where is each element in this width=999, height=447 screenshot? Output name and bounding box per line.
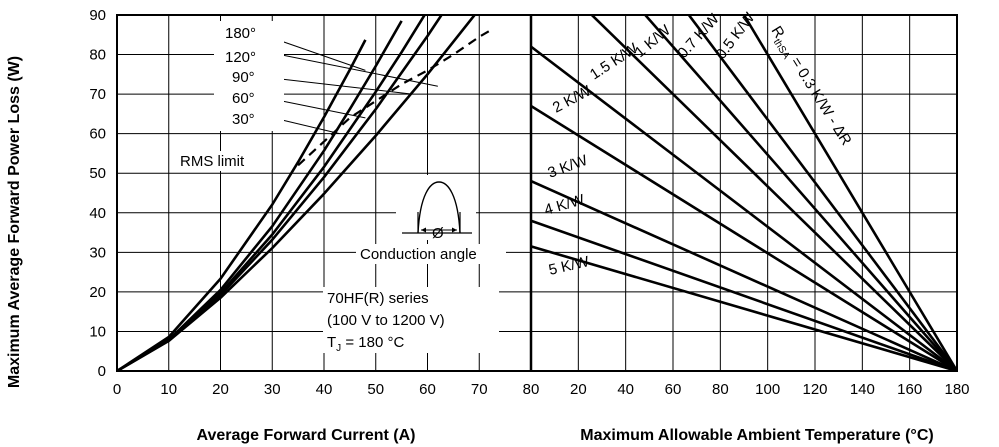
right-x-tick-labels: 20 40 60 80 100 120 140 160 180 [570,381,970,398]
y-axis-title: Maximum Average Forward Power Loss (W) [6,56,23,388]
y-tick-labels: 0 10 20 30 40 50 60 70 80 90 [89,7,106,380]
label-5-kw: 5 K/W [547,253,591,279]
label-2-kw: 2 K/W [550,82,595,117]
label-rms-limit: RMS limit [180,153,245,170]
x-tick-label: 0 [113,381,121,398]
series-line [742,15,957,371]
x-tick-label: 180 [944,381,969,398]
label-60deg: 60° [232,90,255,107]
label-90deg: 90° [232,69,255,86]
y-tick-label: 50 [89,165,106,182]
label-120deg: 120° [225,49,256,66]
left-x-tick-labels: 0 10 20 30 40 50 60 70 80 [113,381,540,398]
series-line [531,245,957,371]
angle-symbol: Ø [432,225,444,242]
x-tick-label: 120 [802,381,827,398]
y-tick-label: 30 [89,244,106,261]
x-tick-label: 40 [316,381,333,398]
x-tick-label: 80 [712,381,729,398]
x-tick-label: 160 [897,381,922,398]
x-tick-label: 60 [665,381,682,398]
y-tick-label: 20 [89,284,106,301]
label-4-kw: 4 K/W [542,191,587,219]
right-series-labels: RthSA = 0.3 K/W - ΔR 0.5 K/W 0.7 K/W 1 K… [542,9,854,279]
x-tick-label: 40 [617,381,634,398]
series-line [531,104,957,371]
series-line [531,45,957,371]
series-name: 70HF(R) series [327,290,429,307]
leader-line [271,98,366,119]
voltage-range: (100 V to 1200 V) [327,312,445,329]
y-tick-label: 70 [89,86,106,103]
leader-line [281,54,438,87]
y-tick-label: 90 [89,7,106,24]
left-x-axis-title: Average Forward Current (A) [197,427,416,444]
series-line [531,219,957,371]
label-3-kw: 3 K/W [546,152,591,182]
series-line [531,179,957,371]
series-line [117,39,367,371]
inset-text: Conduction angle Ø 70HF(R) series (100 V… [323,225,506,354]
x-tick-label: 100 [755,381,780,398]
x-tick-label: 20 [212,381,229,398]
plot-frame [116,14,958,372]
series-line [643,15,957,371]
label-30deg: 30° [232,111,255,128]
conduction-angle-label: Conduction angle [360,246,477,263]
label-1-5-kw: 1.5 K/W [587,40,642,84]
x-tick-label: 80 [523,381,540,398]
x-tick-label: 60 [419,381,436,398]
left-series-labels: 180° 120° 90° 60° 30° RMS limit [175,21,284,171]
y-tick-label: 10 [89,323,106,340]
x-tick-label: 50 [367,381,384,398]
junction-temp: TJ = 180 °C [327,334,404,354]
conduction-angle-icon [396,175,476,240]
left-series-group [117,15,491,371]
y-tick-label: 0 [98,363,106,380]
label-180deg: 180° [225,25,256,42]
series-line [589,15,957,371]
y-tick-label: 60 [89,126,106,143]
label-rthsa: RthSA = 0.3 K/W - ΔR [765,23,855,150]
y-tick-label: 40 [89,205,106,222]
leader-line [281,119,340,135]
right-series-group [531,15,957,371]
y-tick-label: 80 [89,47,106,64]
x-tick-label: 30 [264,381,281,398]
x-tick-label: 140 [850,381,875,398]
x-tick-label: 10 [160,381,177,398]
series-line [687,15,957,371]
x-tick-label: 20 [570,381,587,398]
right-x-axis-title: Maximum Allowable Ambient Temperature (°… [580,427,933,444]
series-line [117,20,403,371]
x-tick-label: 70 [471,381,488,398]
